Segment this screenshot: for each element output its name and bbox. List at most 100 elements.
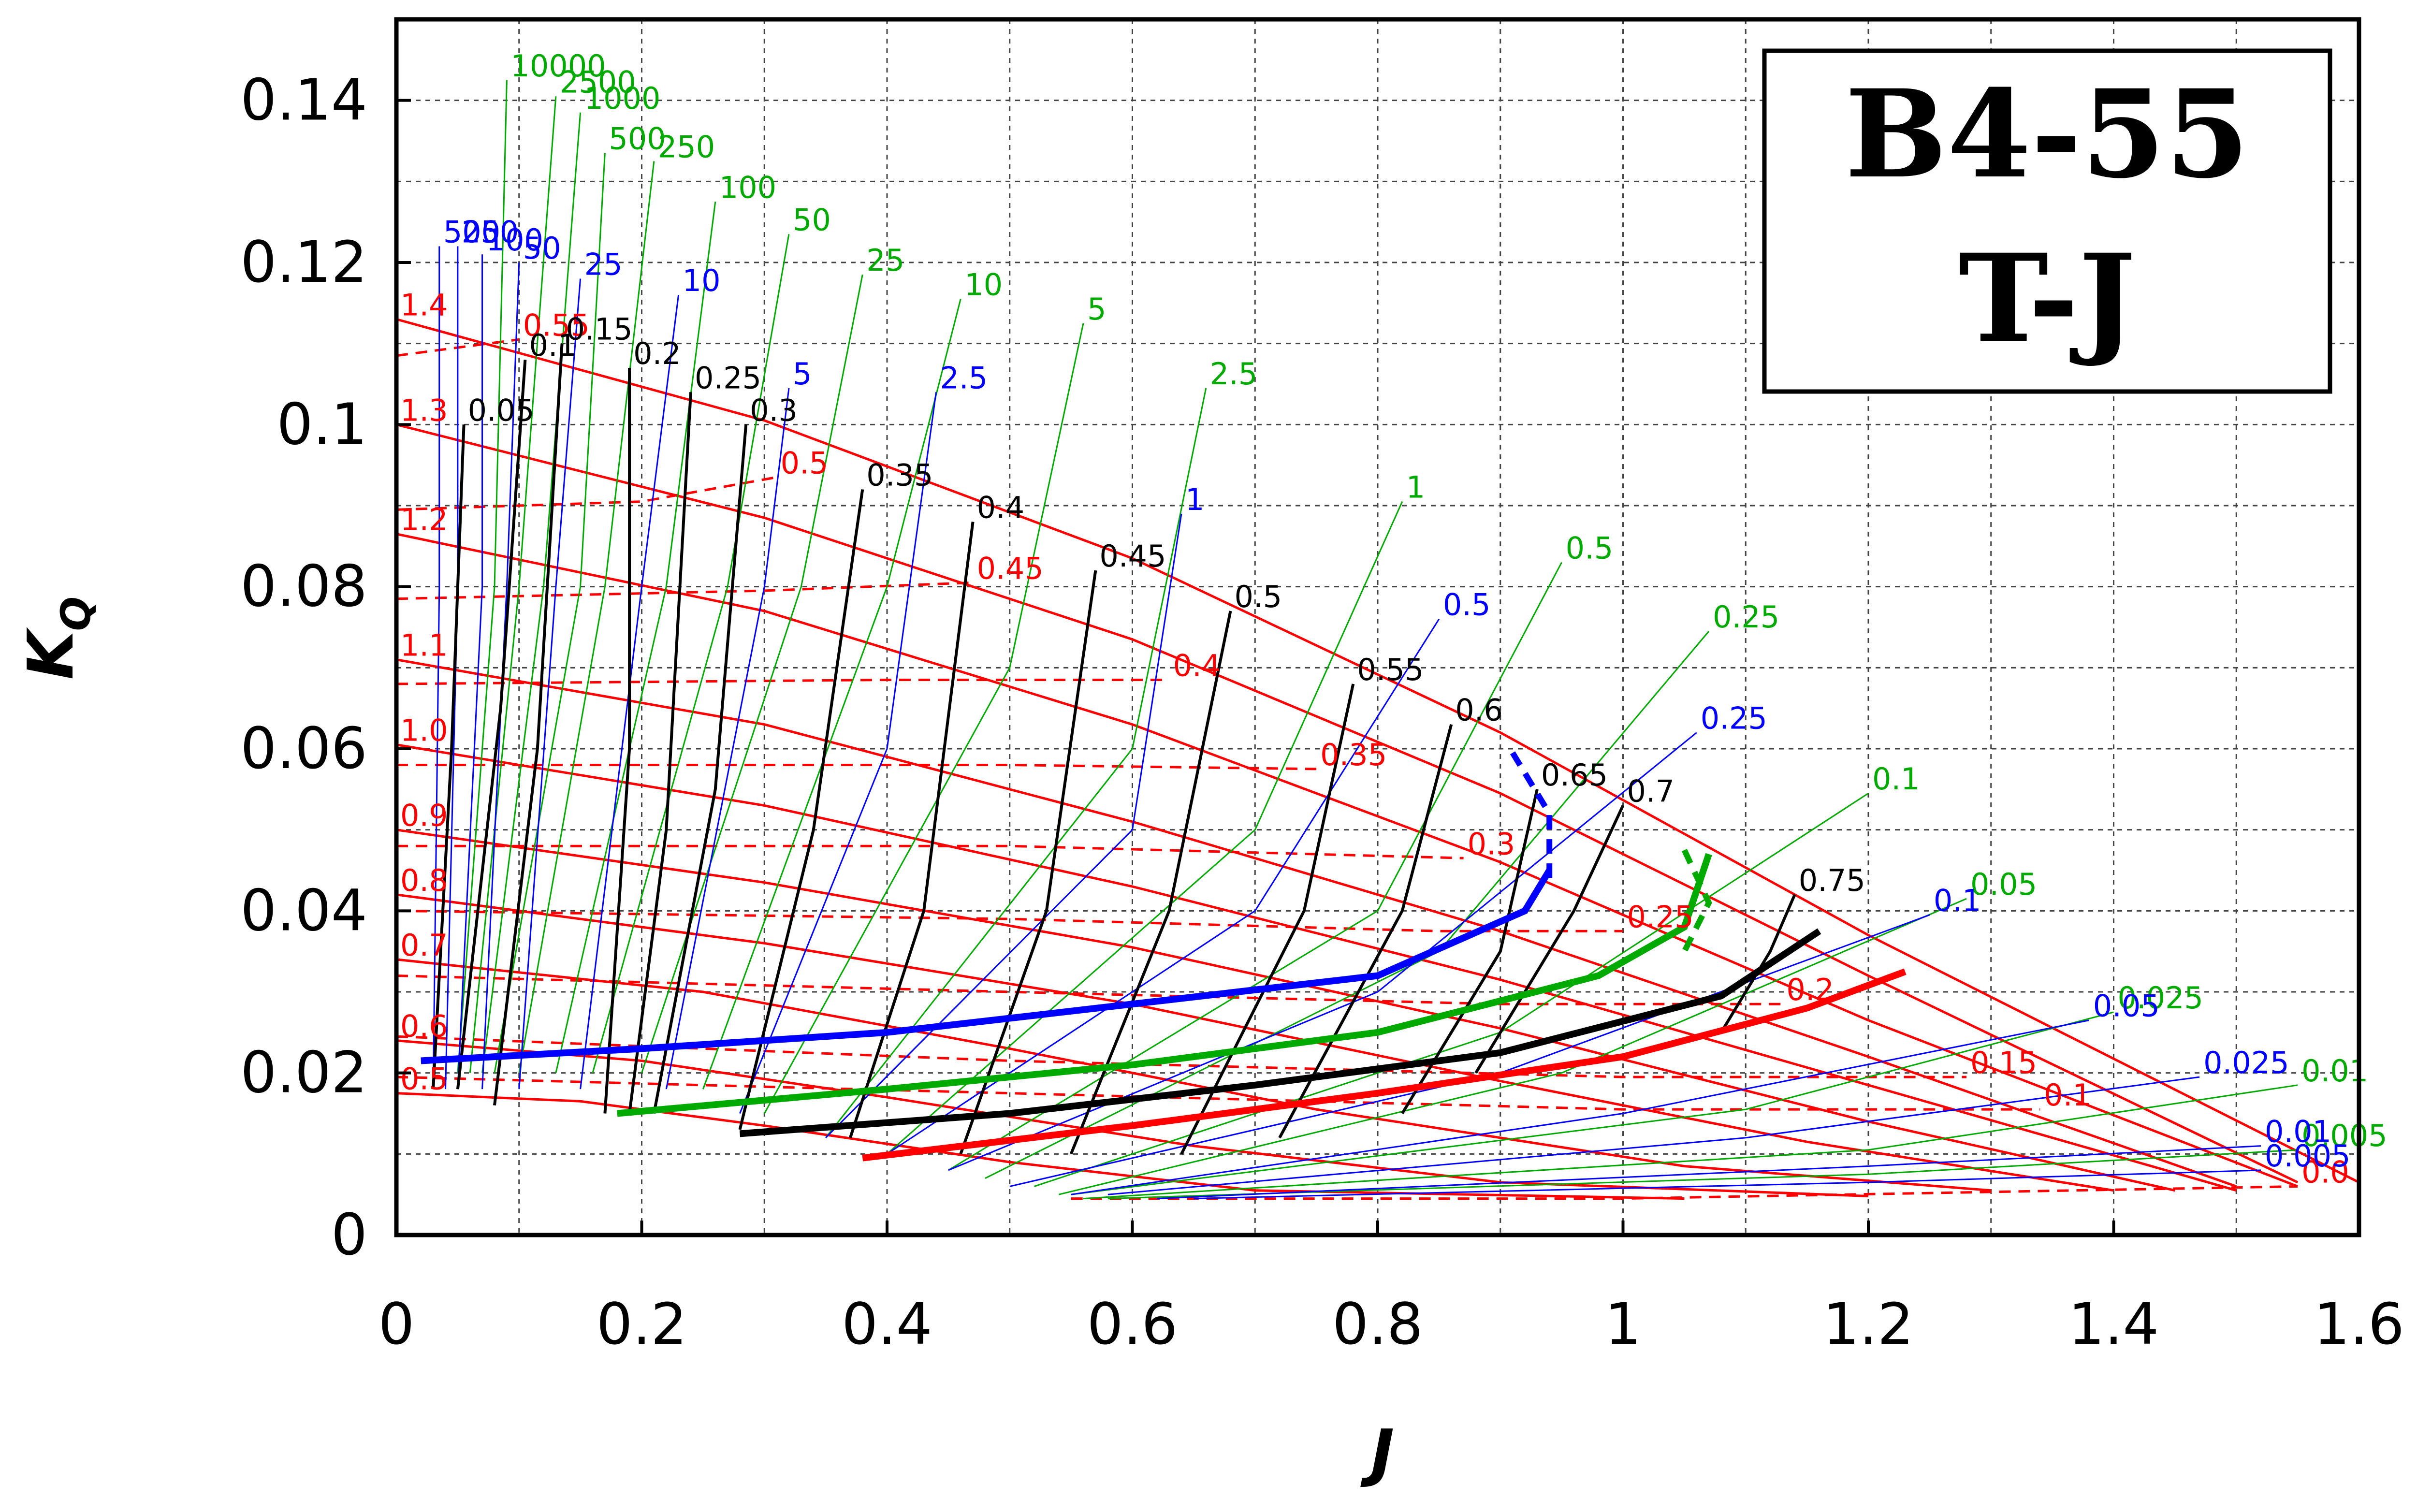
dashed-red-curve bbox=[396, 764, 1317, 771]
green-curve bbox=[481, 112, 582, 1073]
black-curve bbox=[738, 489, 864, 1130]
curves bbox=[396, 80, 2360, 1200]
black-label: 0.35 bbox=[866, 457, 933, 493]
pitch-ratio-label: 0.5 bbox=[400, 1061, 448, 1097]
dashed-red-curve bbox=[396, 844, 1464, 859]
black-curve bbox=[1474, 805, 1625, 1074]
x-tick-label: 1.2 bbox=[1823, 1291, 1914, 1357]
green-label: 100 bbox=[719, 170, 776, 205]
thick-curve bbox=[862, 968, 1907, 1162]
black-curve bbox=[1719, 894, 1796, 1033]
blue-curve bbox=[1194, 1169, 2261, 1200]
green-curve bbox=[1071, 1011, 2114, 1195]
thick-curve bbox=[739, 928, 1821, 1137]
green-label: 0.025 bbox=[2118, 980, 2204, 1016]
blue-curve bbox=[739, 392, 937, 1114]
y-axis-label-main: K bbox=[14, 627, 87, 680]
blue-label: 0.01 bbox=[2265, 1114, 2331, 1149]
blue-curve bbox=[580, 294, 680, 1090]
y-axis-label-sub: Q bbox=[52, 596, 100, 631]
green-label: 0.25 bbox=[1713, 599, 1779, 635]
blue-label: 0.005 bbox=[2265, 1138, 2351, 1174]
pitch-ratio-label: 0.8 bbox=[400, 863, 448, 898]
y-tick-label: 0.1 bbox=[277, 391, 367, 457]
pitch-ratio-curve bbox=[396, 533, 2299, 1188]
y-axis-label: KQ bbox=[14, 596, 100, 680]
x-tick-label: 0.2 bbox=[597, 1291, 687, 1357]
dashed-red-label: 0.2 bbox=[1786, 972, 1834, 1007]
green-curve bbox=[592, 234, 790, 1074]
x-tick-label: 0.4 bbox=[842, 1291, 932, 1357]
black-label: 0.4 bbox=[977, 490, 1025, 525]
green-label: 1000 bbox=[584, 81, 661, 116]
green-label: 500 bbox=[609, 121, 666, 157]
green-label: 250 bbox=[658, 129, 715, 164]
black-label: 0.25 bbox=[695, 360, 761, 395]
y-tick-label: 0.08 bbox=[240, 553, 367, 620]
blue-label: 0.025 bbox=[2203, 1045, 2289, 1080]
x-tick-label: 0.8 bbox=[1332, 1291, 1423, 1357]
pitch-ratio-label: 1.4 bbox=[400, 287, 448, 322]
svg-text:KQ: KQ bbox=[14, 596, 100, 680]
black-curve bbox=[849, 522, 975, 1138]
green-label: 0.1 bbox=[1872, 761, 1920, 797]
black-label: 0.65 bbox=[1541, 757, 1608, 793]
dashed-red-label: 0.1 bbox=[2044, 1077, 2092, 1113]
pitch-ratio-curve bbox=[396, 743, 2237, 1192]
blue-label: 0.05 bbox=[2093, 989, 2160, 1024]
black-label: 0.1 bbox=[529, 328, 577, 363]
dashed-red-label: 0.35 bbox=[1320, 737, 1387, 772]
black-curve bbox=[1278, 724, 1453, 1139]
pitch-ratio-curve bbox=[396, 829, 2175, 1192]
y-tick-label: 0.14 bbox=[240, 67, 367, 133]
y-tick-label: 0.06 bbox=[240, 715, 367, 782]
blue-curve bbox=[518, 278, 582, 1090]
blue-label: 250 bbox=[462, 214, 519, 249]
green-curve bbox=[948, 562, 1562, 1171]
y-tick-label: 0 bbox=[331, 1201, 367, 1268]
black-label: 0.15 bbox=[566, 312, 633, 347]
pitch-ratio-curve bbox=[396, 423, 2299, 1184]
black-label: 0.45 bbox=[1099, 538, 1166, 574]
black-curve bbox=[1069, 611, 1232, 1155]
green-curve bbox=[763, 323, 1084, 1114]
curve-labels: 0.50.60.70.80.91.01.11.21.31.40.00.10.15… bbox=[400, 48, 2388, 1190]
blue-curve bbox=[665, 388, 790, 1090]
pitch-ratio-curve bbox=[396, 958, 1991, 1192]
blue-label: 1 bbox=[1185, 482, 1204, 517]
blue-curve bbox=[887, 618, 1440, 1155]
black-curve bbox=[628, 392, 692, 1114]
pitch-ratio-label: 0.7 bbox=[400, 928, 448, 963]
blue-curve bbox=[1157, 1145, 2261, 1200]
black-label: 0.75 bbox=[1799, 863, 1865, 898]
blue-curve bbox=[457, 254, 483, 1090]
pitch-ratio-label: 1.0 bbox=[400, 713, 448, 748]
green-label: 2.5 bbox=[1210, 356, 1258, 392]
green-curve bbox=[641, 274, 863, 1074]
blue-label: 100 bbox=[486, 222, 543, 258]
title-box: B4-55 T-J bbox=[1762, 48, 2332, 394]
green-curve bbox=[555, 202, 716, 1074]
blue-label: 25 bbox=[584, 247, 623, 282]
y-tick-label: 0.04 bbox=[240, 877, 367, 944]
green-label: 0.005 bbox=[2301, 1118, 2388, 1153]
blue-curve bbox=[825, 513, 1182, 1138]
blue-curve bbox=[1107, 1076, 2200, 1195]
blue-label: 0.5 bbox=[1443, 587, 1491, 623]
title-line-2: T-J bbox=[1959, 227, 2136, 369]
black-label: 0.55 bbox=[1357, 652, 1424, 687]
black-label: 0.7 bbox=[1627, 773, 1675, 809]
blue-label: 0.1 bbox=[1934, 883, 1981, 918]
pitch-ratio-label: 1.1 bbox=[400, 628, 448, 663]
black-curve bbox=[959, 570, 1097, 1155]
green-label: 5 bbox=[1087, 291, 1106, 327]
green-curve bbox=[469, 96, 557, 1073]
black-label: 0.2 bbox=[633, 336, 681, 371]
pitch-ratio-curve bbox=[396, 318, 2360, 1184]
y-ticks: 0 0.02 0.04 0.06 0.08 0.1 0.12 0.14 bbox=[240, 67, 411, 1268]
dashed-red-label: 0.55 bbox=[523, 307, 590, 343]
y-tick-label: 0.12 bbox=[240, 229, 367, 295]
pitch-ratio-curve bbox=[396, 658, 2237, 1188]
x-tick-label: 0.6 bbox=[1087, 1291, 1178, 1357]
